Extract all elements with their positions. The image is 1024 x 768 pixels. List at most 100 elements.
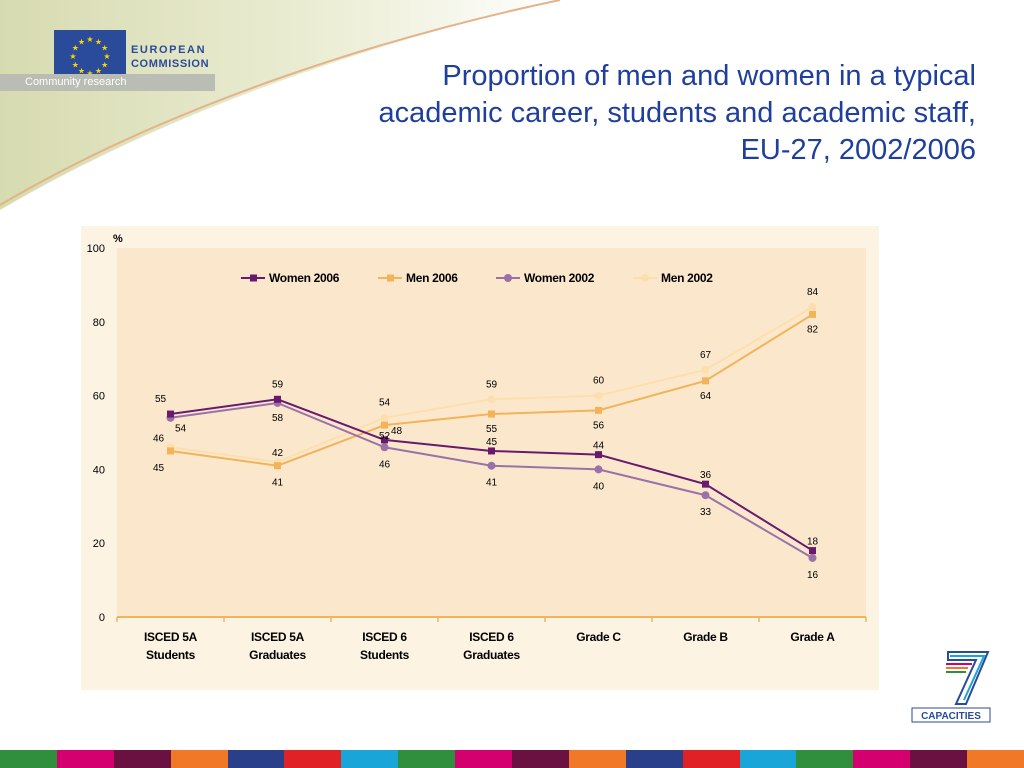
color-stripe xyxy=(170,750,228,768)
eu-flag-icon: ★★★★★★★★★★★★ xyxy=(54,30,126,82)
data-point xyxy=(381,421,388,429)
legend-marker xyxy=(250,274,257,282)
data-label: 59 xyxy=(272,379,284,390)
x-tick-label: ISCED 6 xyxy=(362,630,407,644)
data-point xyxy=(488,410,495,418)
eu-star-icon: ★ xyxy=(95,67,102,76)
color-stripe xyxy=(0,750,57,768)
data-label: 54 xyxy=(175,424,187,435)
x-tick-label: ISCED 6 xyxy=(469,630,514,644)
y-tick-label: 0 xyxy=(99,612,105,624)
line-chart: % 0 20 40 60 80 100 ISCED 5A Students ISCED 5A Gra… xyxy=(87,233,867,662)
data-point xyxy=(274,395,281,403)
legend-label: Men 2006 xyxy=(406,271,458,285)
y-tick-label: 100 xyxy=(87,243,105,255)
data-point xyxy=(702,377,709,385)
color-stripe xyxy=(853,750,911,768)
x-tick-label: Graduates xyxy=(249,648,306,662)
slide-title: Proportion of men and women in a typical… xyxy=(378,60,976,166)
data-point xyxy=(595,451,602,459)
data-label: 58 xyxy=(272,413,284,424)
data-point xyxy=(701,365,710,374)
data-label: 45 xyxy=(153,463,165,474)
color-stripe xyxy=(113,750,171,768)
data-point xyxy=(809,547,816,555)
color-stripe xyxy=(341,750,399,768)
color-stripe xyxy=(967,750,1024,768)
x-tick-label: ISCED 5A xyxy=(144,630,198,644)
data-label: 36 xyxy=(700,470,712,481)
legend-item: Women 2002 xyxy=(496,271,595,285)
color-stripe xyxy=(682,750,740,768)
eu-star-icon: ★ xyxy=(78,37,85,46)
color-stripe xyxy=(512,750,569,768)
color-stripe xyxy=(455,750,513,768)
data-point xyxy=(274,462,281,470)
y-tick-label: 60 xyxy=(93,391,105,403)
color-stripe xyxy=(568,750,626,768)
chart-panel: % 0 20 40 60 80 100 ISCED 5A Students ISCED 5A Gra… xyxy=(81,226,879,690)
data-label: 40 xyxy=(593,481,605,492)
data-label: 16 xyxy=(807,570,819,581)
color-stripe xyxy=(56,750,114,768)
data-label: 18 xyxy=(807,537,819,548)
legend-marker xyxy=(387,274,394,282)
x-tick-label: Students xyxy=(146,648,196,662)
color-stripe xyxy=(910,750,968,768)
x-tick-label: Grade A xyxy=(790,630,835,644)
data-point xyxy=(487,461,496,470)
eu-star-icon: ★ xyxy=(95,37,102,46)
color-stripe xyxy=(625,750,683,768)
legend-label: Women 2006 xyxy=(269,271,340,285)
eu-star-icon: ★ xyxy=(103,52,110,61)
capacities-label: CAPACITIES xyxy=(921,711,981,722)
eu-star-icon: ★ xyxy=(78,67,85,76)
european-commission-logo: ★★★★★★★★★★★★ EUROPEAN COMMISSION Communi… xyxy=(0,14,215,94)
data-label: 54 xyxy=(379,398,391,409)
data-point xyxy=(595,406,602,414)
eu-star-icon: ★ xyxy=(69,52,76,61)
data-point xyxy=(594,465,603,474)
legend-item: Women 2006 xyxy=(241,271,340,285)
data-label: 67 xyxy=(700,350,712,361)
eu-star-icon: ★ xyxy=(86,35,93,44)
x-tick-label: Grade B xyxy=(683,630,728,644)
data-point xyxy=(701,491,710,500)
color-stripe xyxy=(284,750,342,768)
color-stripe xyxy=(398,750,456,768)
color-stripe xyxy=(227,750,285,768)
legend-marker xyxy=(504,274,512,282)
legend-label: Men 2002 xyxy=(661,271,713,285)
data-label: 42 xyxy=(272,448,284,459)
data-point xyxy=(808,303,817,312)
data-label: 48 xyxy=(391,426,403,437)
data-label: 41 xyxy=(272,478,284,489)
data-point xyxy=(380,413,389,422)
data-label: 52 xyxy=(379,431,391,442)
legend-label: Women 2002 xyxy=(524,271,595,285)
data-label: 60 xyxy=(593,376,605,387)
data-point xyxy=(487,395,496,404)
data-label: 56 xyxy=(593,420,605,431)
y-tick-label: 20 xyxy=(93,538,105,550)
data-label: 64 xyxy=(700,391,712,402)
data-point xyxy=(488,447,495,455)
org-subtitle: Community research xyxy=(25,76,127,88)
data-point xyxy=(702,480,709,488)
data-label: 55 xyxy=(155,394,167,405)
eu-star-icon: ★ xyxy=(101,61,108,70)
x-tick-label: Students xyxy=(360,648,410,662)
data-point xyxy=(167,447,174,455)
x-tick-label: Graduates xyxy=(463,648,520,662)
y-axis-label: % xyxy=(113,233,123,245)
org-name-line1: EUROPEAN xyxy=(131,44,207,56)
eu-star-icon: ★ xyxy=(101,44,108,53)
data-label: 82 xyxy=(807,324,819,335)
y-tick-label: 80 xyxy=(93,317,105,329)
legend-marker xyxy=(641,274,649,282)
plot-area xyxy=(117,248,866,617)
data-label: 59 xyxy=(486,379,498,390)
data-point xyxy=(167,410,174,418)
data-label: 84 xyxy=(807,287,819,298)
data-label: 44 xyxy=(593,441,605,452)
